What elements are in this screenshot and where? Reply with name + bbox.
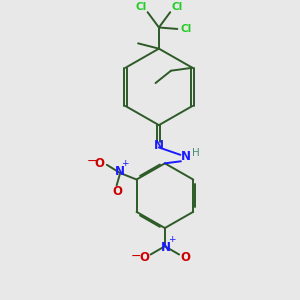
Text: H: H	[192, 148, 200, 158]
Text: N: N	[160, 241, 170, 254]
Text: O: O	[181, 251, 191, 264]
Text: +: +	[168, 235, 175, 244]
Text: N: N	[154, 139, 164, 152]
Text: −: −	[130, 250, 141, 263]
Text: −: −	[87, 155, 97, 168]
Text: N: N	[115, 165, 124, 178]
Text: O: O	[95, 157, 105, 169]
Text: Cl: Cl	[136, 2, 147, 12]
Text: Cl: Cl	[180, 24, 191, 34]
Text: Cl: Cl	[171, 2, 182, 12]
Text: O: O	[139, 251, 149, 264]
Text: N: N	[181, 150, 191, 163]
Text: +: +	[121, 159, 128, 168]
Text: O: O	[113, 185, 123, 198]
